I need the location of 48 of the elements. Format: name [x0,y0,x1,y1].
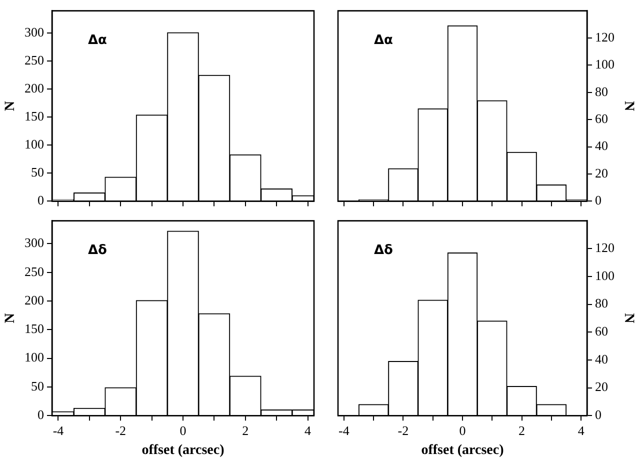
y2-tick-label: 80 [595,296,608,311]
y-tick-label: 250 [24,52,44,68]
x-tick-label: 4 [304,422,312,438]
y2-tick-label: 20 [595,165,608,180]
annotation: Δα [374,33,394,48]
y2-tick-label: 80 [595,84,608,99]
y2-tick-label: 0 [595,407,602,422]
y2-tick-label: 100 [595,56,614,72]
y-tick-label: 50 [31,378,44,394]
x-axis-title: offset (arcsec) [421,443,504,458]
y-tick-label: 100 [24,350,44,365]
annotation: Δδ [374,243,394,258]
x-tick-label: -2 [115,422,126,438]
y-tick-label: 0 [38,407,44,422]
y2-tick-label: 100 [595,268,614,283]
x-tick-label: -4 [338,422,350,438]
y2-tick-label: 0 [595,192,602,208]
x-tick-label: 2 [518,422,526,438]
y2-tick-label: 40 [595,351,608,366]
x-tick-label: 4 [578,422,585,438]
x-tick-label: -2 [398,422,409,438]
y-tick-label: 100 [24,136,44,152]
y2-tick-label: 40 [595,138,608,154]
y-tick-label: 0 [38,192,44,208]
y-tick-label: 200 [24,292,44,308]
y-tick-label: 200 [24,80,44,96]
x-tick-label: 0 [459,422,466,438]
y-tick-label: 300 [24,24,44,40]
y2-tick-label: 60 [595,111,608,126]
y-axis-title: N [3,313,18,324]
y2-axis-title: N [620,313,636,324]
y-axis-title: N [3,100,18,112]
y-tick-label: 50 [31,164,44,180]
annotation: Δδ [88,243,108,258]
y-tick-label: 250 [24,264,44,279]
y2-tick-label: 120 [595,240,614,256]
y2-tick-label: 20 [595,379,608,394]
y2-tick-label: 120 [595,29,614,44]
y-tick-label: 300 [24,235,44,250]
y2-axis-title: N [620,100,636,112]
x-tick-label: 0 [180,422,186,438]
annotation: Δα [88,33,108,48]
y-tick-label: 150 [24,108,44,124]
x-tick-label: 2 [242,422,249,438]
y2-tick-label: 60 [595,324,608,339]
x-tick-label: -4 [52,422,64,438]
y-tick-label: 150 [24,321,44,336]
x-axis-title: offset (arcsec) [142,443,225,458]
